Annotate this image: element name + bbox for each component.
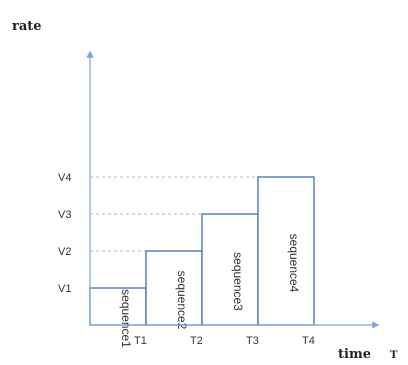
bar-sequence3 [201, 213, 259, 326]
bar-label: sequence1 [119, 289, 133, 348]
bar-label: sequence2 [175, 271, 189, 330]
axes [86, 50, 380, 329]
bar-sequence4 [257, 176, 315, 326]
bar-label: sequence3 [231, 252, 245, 311]
y-tick-label: V3 [58, 209, 71, 221]
bar-sequence2 [145, 250, 203, 326]
y-axis-label: rate [12, 19, 42, 34]
bars: sequence1 sequence2 sequence3 sequence4 [89, 176, 315, 348]
labels: rate time T [12, 19, 398, 362]
y-tick-label: V4 [58, 172, 71, 184]
bar-sequence1 [89, 287, 147, 326]
y-tick-label: V2 [58, 246, 71, 258]
bar-label: sequence4 [287, 234, 301, 293]
x-tick-label: T2 [190, 335, 203, 347]
tick-labels: V1 V2 V3 V4 T1 T2 T3 T4 [58, 172, 315, 347]
x-tick-label: T3 [246, 335, 259, 347]
x-tick-label: T4 [302, 335, 315, 347]
y-tick-label: V1 [58, 283, 71, 295]
x-tick-label: T1 [134, 335, 147, 347]
x-axis-label: time [338, 347, 371, 362]
x-axis-label-suffix: T [390, 350, 398, 361]
